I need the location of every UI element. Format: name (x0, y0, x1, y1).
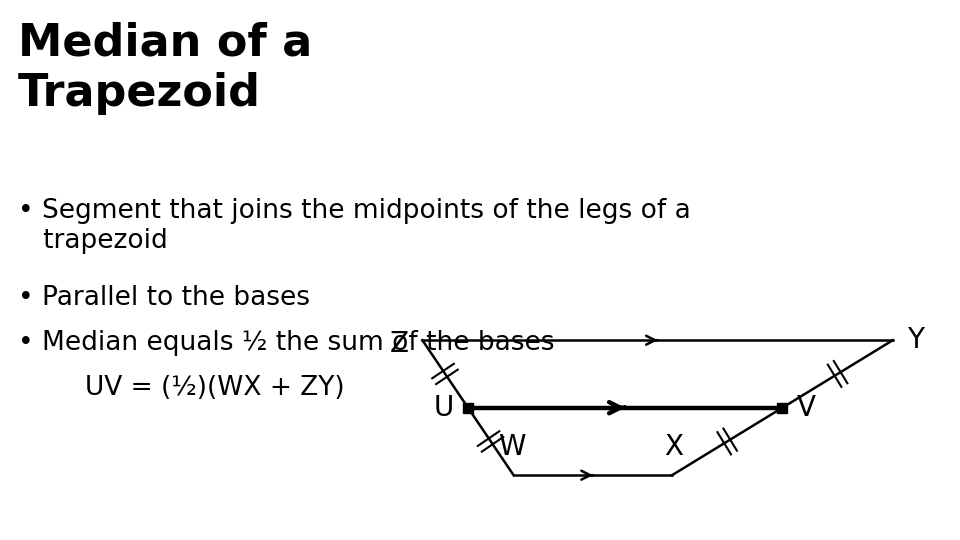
Text: V: V (797, 394, 815, 422)
Text: W: W (498, 433, 525, 461)
Text: X: X (664, 433, 684, 461)
Text: • Parallel to the bases: • Parallel to the bases (18, 285, 310, 311)
Text: UV = (½)(WX + ZY): UV = (½)(WX + ZY) (18, 375, 345, 401)
Text: • Median equals ½ the sum of the bases: • Median equals ½ the sum of the bases (18, 330, 555, 356)
Text: Median of a
Trapezoid: Median of a Trapezoid (18, 22, 312, 115)
Text: U: U (433, 394, 453, 422)
Text: Y: Y (907, 326, 924, 354)
Text: • Segment that joins the midpoints of the legs of a
   trapezoid: • Segment that joins the midpoints of th… (18, 198, 691, 254)
Text: Z: Z (390, 330, 408, 358)
